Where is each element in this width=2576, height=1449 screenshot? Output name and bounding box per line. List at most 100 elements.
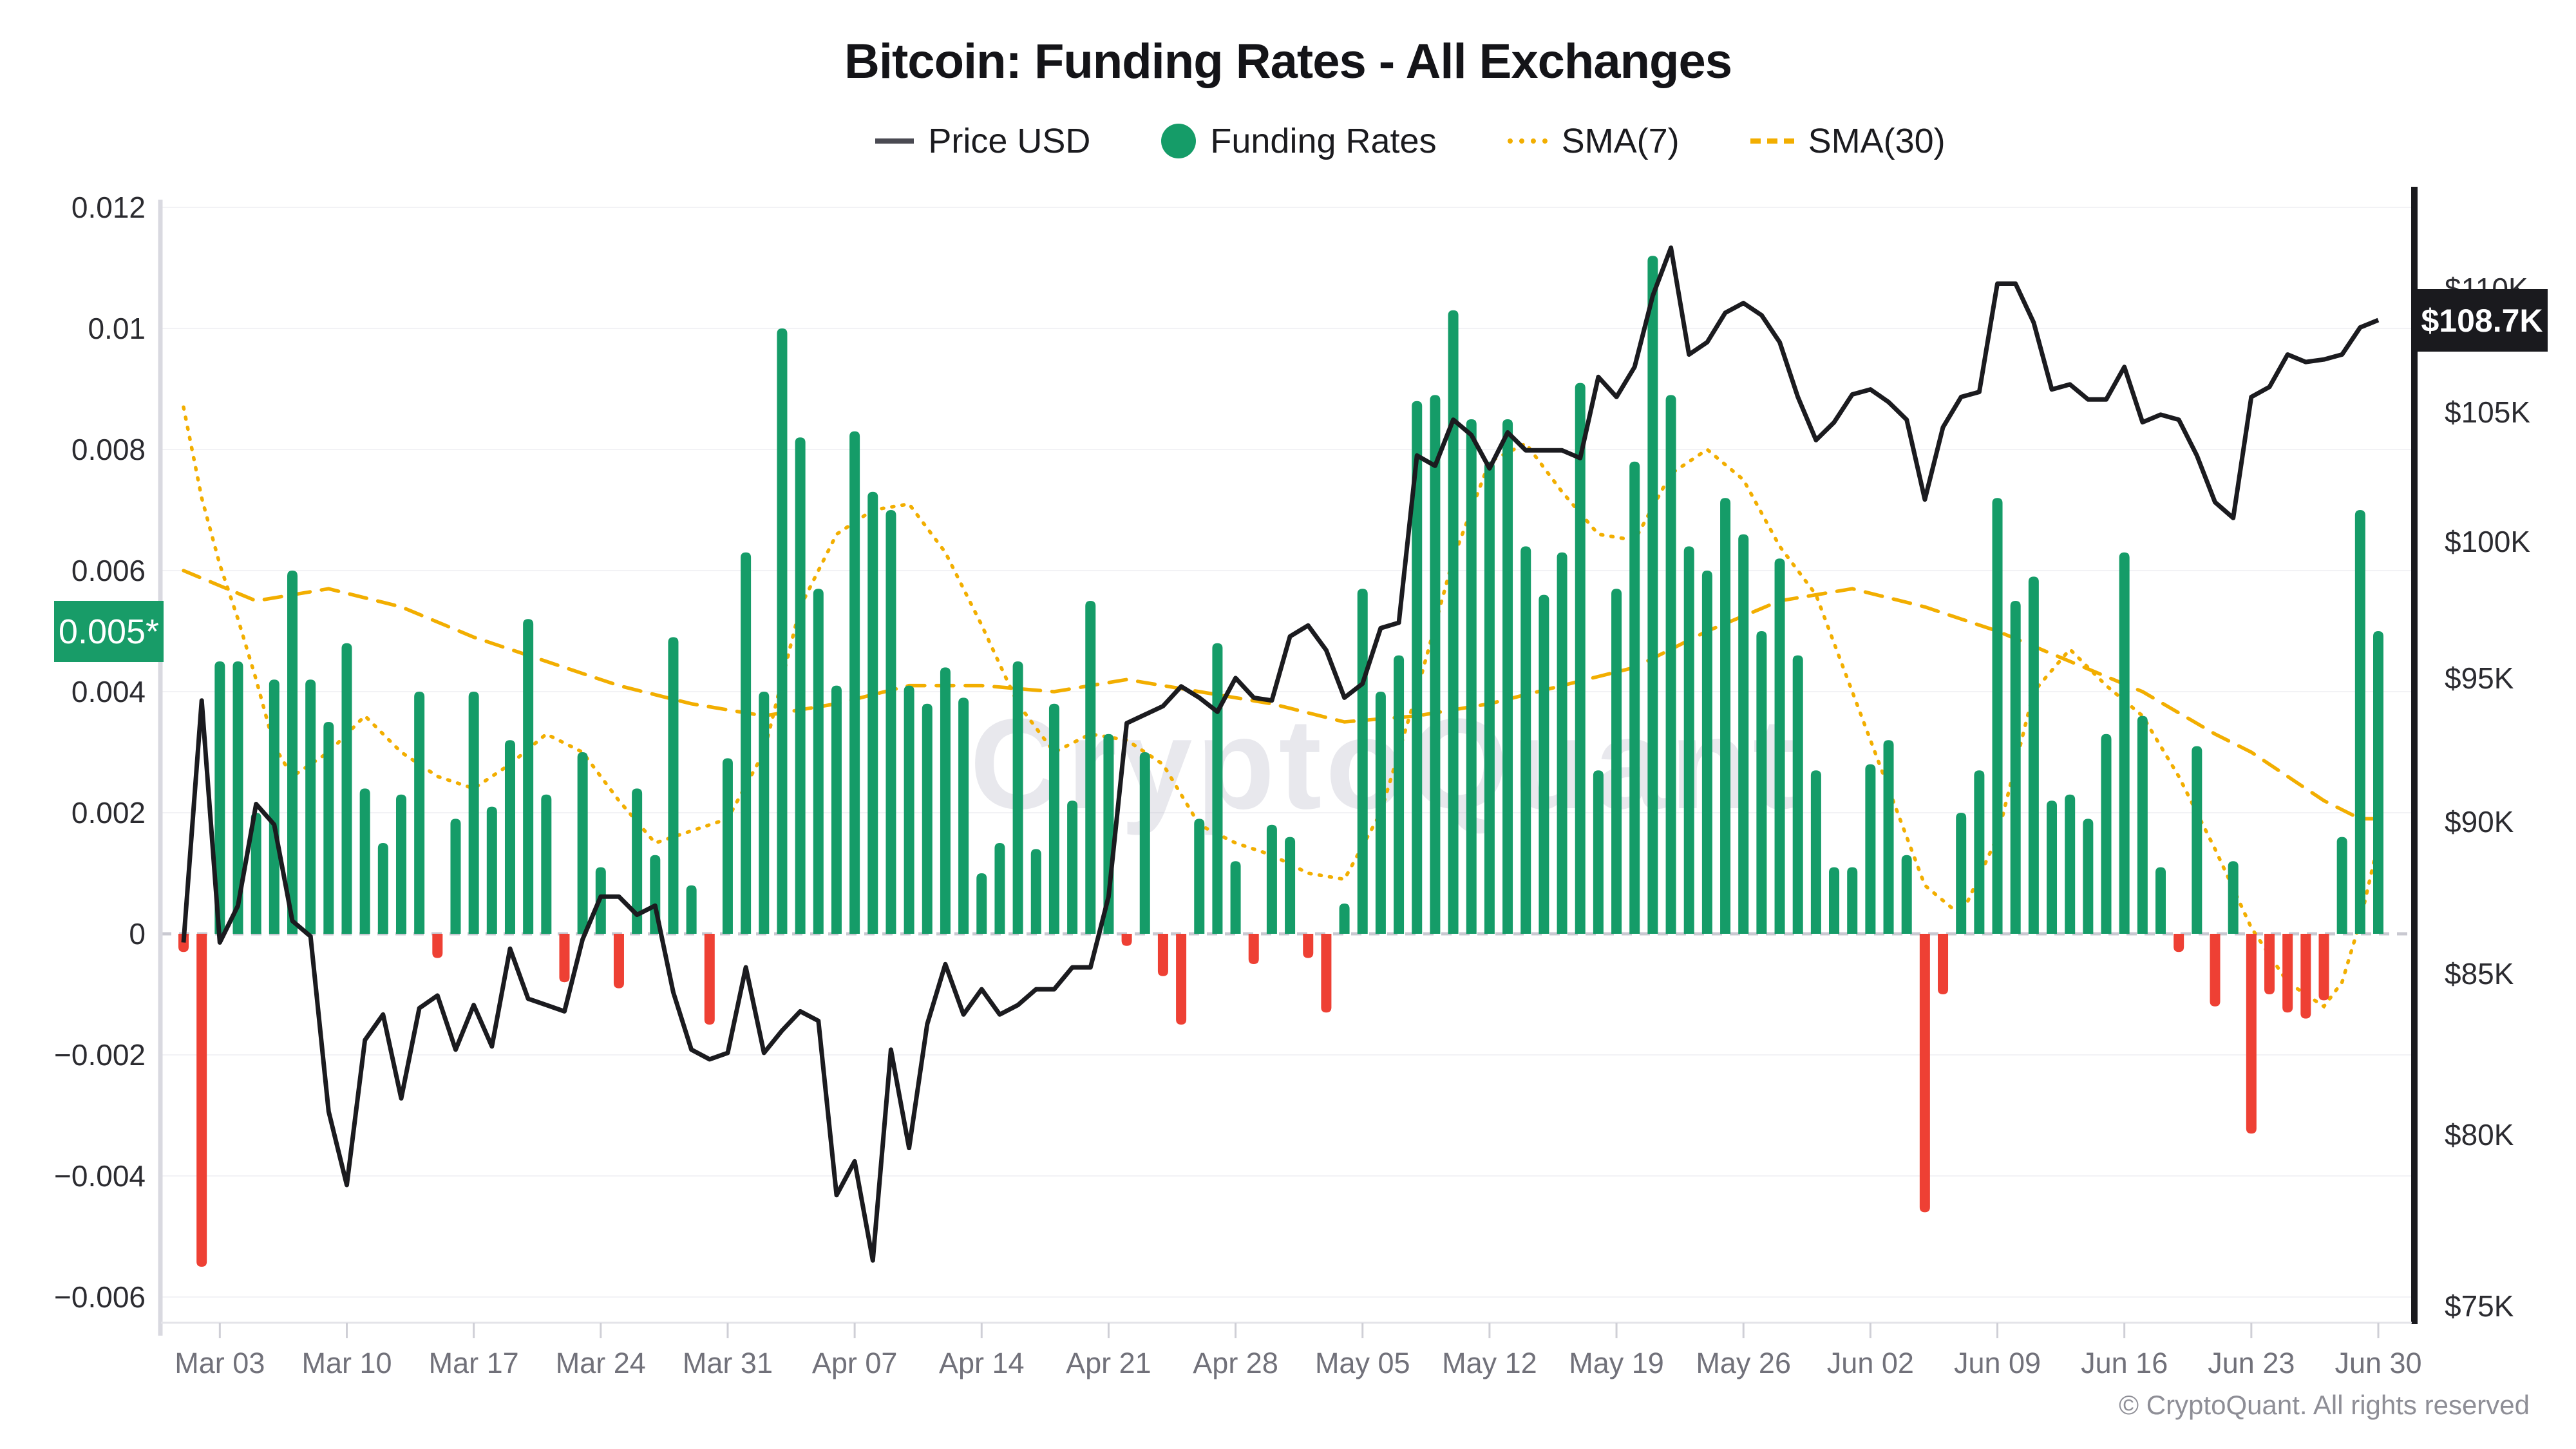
- funding-bar[interactable]: [468, 692, 479, 934]
- funding-bar[interactable]: [1847, 867, 1858, 934]
- funding-bar[interactable]: [2354, 510, 2365, 934]
- funding-bar[interactable]: [450, 819, 461, 934]
- funding-bar[interactable]: [559, 934, 570, 983]
- funding-bar[interactable]: [1938, 934, 1949, 994]
- funding-bar[interactable]: [1375, 692, 1386, 934]
- funding-bar[interactable]: [1012, 661, 1023, 934]
- legend-item-price-usd[interactable]: Price USD: [875, 121, 1090, 161]
- funding-bar[interactable]: [759, 692, 770, 934]
- funding-bar[interactable]: [1321, 934, 1332, 1013]
- funding-bar[interactable]: [178, 934, 189, 952]
- funding-bar[interactable]: [2246, 934, 2257, 1134]
- funding-bar[interactable]: [922, 703, 933, 934]
- funding-bar[interactable]: [1629, 461, 1640, 934]
- funding-bar[interactable]: [541, 794, 552, 934]
- funding-bar[interactable]: [2065, 794, 2076, 934]
- funding-bar[interactable]: [196, 934, 207, 1267]
- funding-bar[interactable]: [1992, 498, 2003, 934]
- funding-bar[interactable]: [1067, 800, 1078, 934]
- funding-bar[interactable]: [1430, 395, 1441, 934]
- funding-bar[interactable]: [2010, 601, 2021, 934]
- funding-bar[interactable]: [2300, 934, 2311, 1019]
- funding-bar[interactable]: [1611, 589, 1622, 934]
- funding-bar[interactable]: [1266, 824, 1277, 934]
- funding-bar[interactable]: [1520, 546, 1531, 934]
- funding-bar[interactable]: [686, 885, 697, 934]
- funding-bar[interactable]: [1048, 703, 1059, 934]
- funding-bar[interactable]: [1720, 498, 1731, 934]
- funding-bar[interactable]: [1683, 546, 1694, 934]
- funding-bar[interactable]: [1974, 770, 1985, 934]
- funding-bar[interactable]: [777, 328, 788, 934]
- funding-bar[interactable]: [2318, 934, 2329, 1001]
- funding-bar[interactable]: [976, 873, 987, 934]
- funding-bar[interactable]: [2137, 715, 2148, 934]
- funding-bar[interactable]: [1085, 601, 1096, 934]
- funding-bar[interactable]: [1575, 383, 1586, 934]
- funding-bar[interactable]: [1339, 904, 1350, 934]
- legend-item-sma30[interactable]: SMA(30): [1750, 121, 1946, 161]
- funding-bar[interactable]: [251, 813, 261, 934]
- funding-bar[interactable]: [269, 679, 279, 934]
- funding-bar[interactable]: [2101, 734, 2112, 934]
- funding-bar[interactable]: [1738, 534, 1749, 934]
- funding-bar[interactable]: [577, 752, 588, 934]
- funding-bar[interactable]: [414, 692, 425, 934]
- funding-bar[interactable]: [1230, 861, 1241, 934]
- funding-bar[interactable]: [940, 667, 951, 934]
- funding-bar[interactable]: [867, 491, 878, 934]
- funding-bar[interactable]: [2228, 861, 2239, 934]
- funding-bar[interactable]: [1357, 589, 1368, 934]
- funding-bar[interactable]: [486, 806, 497, 934]
- funding-bar[interactable]: [795, 437, 806, 934]
- funding-bar[interactable]: [1593, 770, 1604, 934]
- funding-bar[interactable]: [2047, 800, 2058, 934]
- funding-bar[interactable]: [1448, 310, 1459, 934]
- funding-bar[interactable]: [849, 431, 860, 934]
- funding-bar[interactable]: [1157, 934, 1168, 976]
- funding-bar[interactable]: [359, 788, 370, 934]
- funding-bar[interactable]: [1502, 419, 1513, 934]
- funding-bar[interactable]: [1557, 552, 1567, 934]
- funding-bar[interactable]: [1484, 461, 1495, 934]
- funding-bar[interactable]: [1539, 594, 1549, 934]
- funding-bar[interactable]: [305, 679, 316, 934]
- legend-item-funding-rates[interactable]: Funding Rates: [1161, 121, 1437, 161]
- funding-bar[interactable]: [1701, 571, 1712, 934]
- funding-bar[interactable]: [377, 843, 388, 934]
- funding-bar[interactable]: [958, 697, 969, 934]
- funding-bar[interactable]: [523, 619, 534, 934]
- funding-bar[interactable]: [1883, 740, 1894, 934]
- funding-bar[interactable]: [1665, 395, 1676, 934]
- funding-bar[interactable]: [287, 571, 298, 934]
- legend-item-sma7[interactable]: SMA(7): [1507, 121, 1680, 161]
- funding-bar[interactable]: [831, 685, 842, 934]
- funding-bar[interactable]: [1212, 643, 1223, 934]
- funding-bar[interactable]: [632, 788, 643, 934]
- funding-bar[interactable]: [813, 589, 824, 934]
- funding-bar[interactable]: [1412, 401, 1423, 934]
- funding-bar[interactable]: [886, 510, 896, 934]
- funding-bar[interactable]: [904, 685, 914, 934]
- funding-bar[interactable]: [1774, 558, 1785, 934]
- funding-bar[interactable]: [1194, 819, 1205, 934]
- funding-bar[interactable]: [395, 794, 406, 934]
- funding-bar[interactable]: [1394, 655, 1405, 934]
- funding-bar[interactable]: [1303, 934, 1314, 958]
- funding-bar[interactable]: [1901, 855, 1912, 934]
- funding-bar[interactable]: [1248, 934, 1259, 964]
- funding-bar[interactable]: [1956, 813, 1967, 934]
- funding-bar[interactable]: [1030, 849, 1041, 934]
- funding-bar[interactable]: [214, 661, 225, 934]
- funding-bar[interactable]: [2028, 576, 2039, 934]
- funding-bar[interactable]: [1176, 934, 1187, 1025]
- funding-bar[interactable]: [704, 934, 715, 1025]
- funding-bar[interactable]: [341, 643, 352, 934]
- funding-bar[interactable]: [994, 843, 1005, 934]
- funding-bar[interactable]: [504, 740, 515, 934]
- funding-bar[interactable]: [2119, 552, 2130, 934]
- funding-bar[interactable]: [722, 758, 733, 934]
- funding-bar[interactable]: [2373, 631, 2383, 934]
- funding-bar[interactable]: [323, 722, 334, 934]
